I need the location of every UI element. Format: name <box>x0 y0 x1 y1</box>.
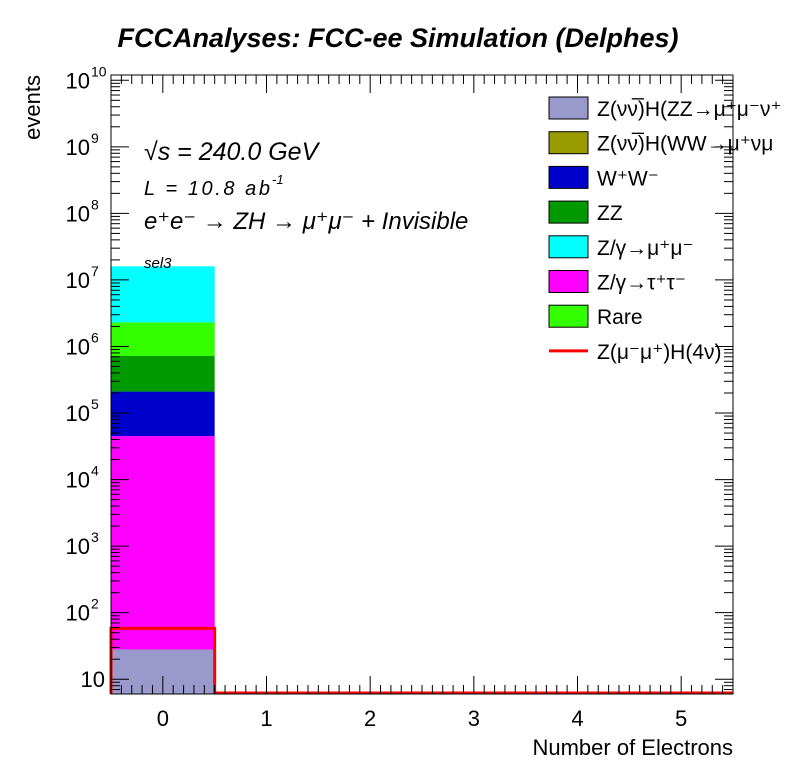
y-tick-exponent: 9 <box>91 130 99 146</box>
y-tick-base: 10 <box>66 68 90 93</box>
y-tick-base: 10 <box>66 135 90 160</box>
legend-entry: Z/γ→τ⁺τ⁻ <box>548 270 686 295</box>
y-tick-label: 10 7 <box>66 263 99 293</box>
y-axis-label: events <box>20 75 45 140</box>
legend-label: Z/γ→μ⁺μ⁻ <box>597 237 694 260</box>
bar <box>111 355 215 392</box>
bar <box>111 322 215 356</box>
legend-entry: W⁺W⁻ <box>548 165 659 190</box>
x-tick-label: 1 <box>260 706 272 731</box>
y-tick-label: 10 <box>81 667 105 692</box>
sqrt-s-label: √s = 240.0 GeV <box>144 138 321 166</box>
y-tick-exponent: 4 <box>91 463 99 479</box>
y-tick-label: 10 3 <box>66 529 99 559</box>
y-tick-base: 10 <box>66 334 90 359</box>
legend-swatch <box>548 304 589 328</box>
selection-label: sel3 <box>144 255 172 272</box>
axis-ticks <box>110 75 734 695</box>
legend-entry: ZZ <box>548 200 623 225</box>
x-tick-label: 3 <box>468 706 480 731</box>
x-tick-label: 4 <box>571 706 583 731</box>
legend-label: Rare <box>597 306 643 329</box>
legend-swatch <box>548 235 589 259</box>
y-tick-label: 10 2 <box>66 596 99 626</box>
legend-swatch <box>548 200 589 224</box>
y-tick-label: 10 8 <box>66 196 99 226</box>
x-tick-label: 5 <box>675 706 687 731</box>
y-tick-base: 10 <box>66 401 90 426</box>
legend-swatch <box>548 270 589 293</box>
y-tick-base: 10 <box>66 268 90 293</box>
annotations: FCCAnalyses: FCC-ee Simulation (Delphes)… <box>117 23 678 272</box>
legend-label: ZZ <box>597 202 623 225</box>
stack-bars <box>111 266 215 694</box>
legend: Z(νν̅)H(ZZ→μ⁺μ⁻ν⁺ Z(νν̅)H(WW→μ⁺νμ W⁺W⁻ ZZ Z/… <box>548 96 782 364</box>
legend-label: Z(νν̅)H(WW→μ⁺νμ <box>597 133 773 156</box>
y-tick-base: 10 <box>66 468 90 493</box>
legend-swatch <box>548 131 589 155</box>
legend-entry: Z(νν̅)H(ZZ→μ⁺μ⁻ν⁺ <box>548 96 782 121</box>
y-tick-exponent: 6 <box>91 329 99 345</box>
y-tick-exponent: 7 <box>91 263 99 279</box>
luminosity-exponent: -1 <box>272 172 284 187</box>
chart-title: FCCAnalyses: FCC-ee Simulation (Delphes) <box>117 23 678 53</box>
luminosity-label: L = 10.8 ab -1 <box>144 172 284 200</box>
bar <box>111 436 215 650</box>
y-tick-exponent: 10 <box>91 63 107 79</box>
process-label: e⁺e⁻ → ZH → μ⁺μ⁻ + Invisible <box>144 208 468 235</box>
y-tick-label: 10 5 <box>66 396 99 426</box>
legend-label: Z(νν̅)H(ZZ→μ⁺μ⁻ν⁺ <box>597 98 782 121</box>
legend-entry: Z/γ→μ⁺μ⁻ <box>548 235 694 260</box>
luminosity-base: L = 10.8 ab <box>144 178 270 200</box>
legend-swatch <box>548 96 589 120</box>
legend-label: Z/γ→τ⁺τ⁻ <box>597 272 686 295</box>
bar <box>111 391 215 437</box>
x-axis-label: Number of Electrons <box>532 735 733 760</box>
legend-entry: Z(μ⁻μ⁺)H(4ν) <box>549 341 722 364</box>
y-tick-exponent: 8 <box>91 196 99 212</box>
y-tick-base: 10 <box>66 201 90 226</box>
y-tick-label: 10 6 <box>66 329 99 359</box>
legend-swatch <box>548 165 589 189</box>
y-tick-label: 10 4 <box>66 463 99 493</box>
legend-label: Z(μ⁻μ⁺)H(4ν) <box>597 341 722 364</box>
y-tick-base: 10 <box>66 601 90 626</box>
legend-entry: Z(νν̅)H(WW→μ⁺νμ <box>548 131 773 156</box>
y-tick-exponent: 5 <box>91 396 99 412</box>
x-tick-label: 2 <box>364 706 376 731</box>
y-tick-label: 10 9 <box>66 130 99 160</box>
bar <box>111 266 215 323</box>
legend-label: W⁺W⁻ <box>597 167 659 190</box>
x-tick-label: 0 <box>157 706 169 731</box>
legend-entry: Rare <box>548 304 643 329</box>
y-tick-exponent: 2 <box>91 596 99 612</box>
y-tick-exponent: 3 <box>91 529 99 545</box>
y-tick-base: 10 <box>66 534 90 559</box>
y-tick-label: 10 10 <box>66 63 107 93</box>
